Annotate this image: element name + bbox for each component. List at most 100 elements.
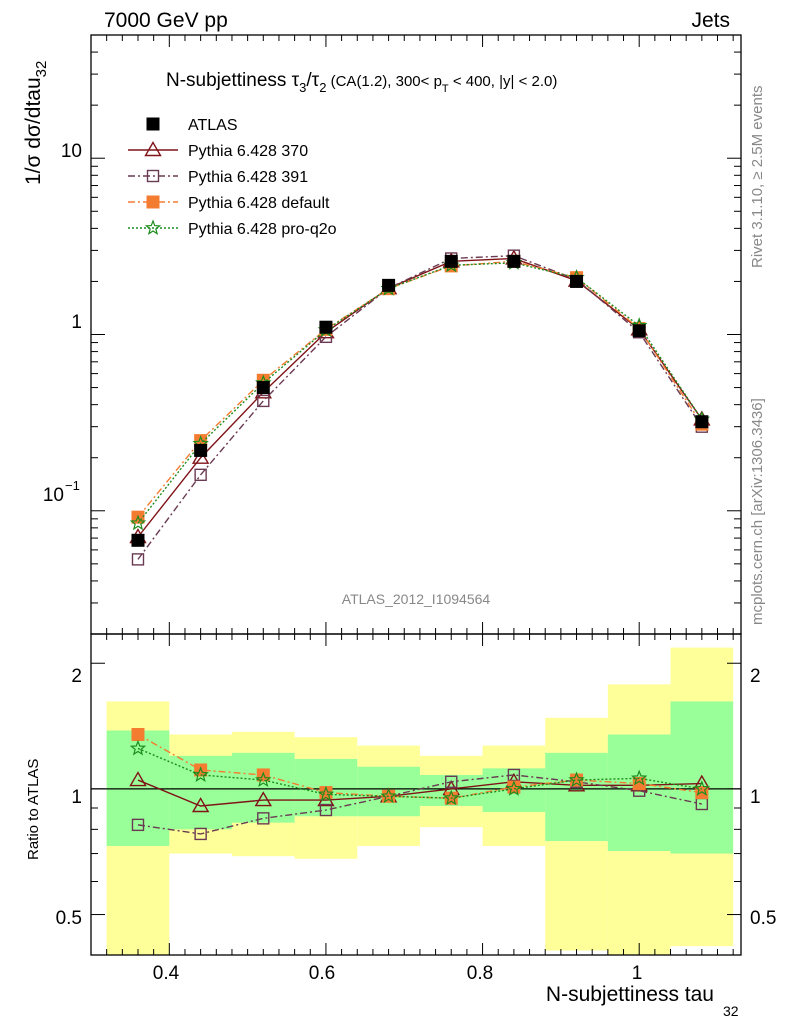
- title-details-b: < 400, |y| < 2.0): [449, 73, 558, 90]
- y-tick-label-ratio-right: 0.5: [750, 908, 776, 929]
- ratio-panel-frame: [90, 633, 742, 956]
- legend-label: Pythia 6.428 default: [188, 195, 330, 212]
- ratio-point: [191, 797, 210, 813]
- data-point: [129, 514, 147, 531]
- analysis-id: ATLAS_2012_I1094564: [342, 591, 491, 607]
- y-axis-label-main-sub: 32: [33, 61, 50, 78]
- data-point: [131, 553, 145, 566]
- plot-title: N-subjettiness τ3/τ2 (CA(1.2), 300< pT <…: [166, 70, 557, 95]
- legend-label: ATLAS: [188, 117, 238, 134]
- ratio-line: [137, 779, 702, 807]
- title-subT: T: [442, 83, 449, 95]
- data-point: [194, 443, 208, 457]
- data-point: [570, 274, 584, 288]
- y-axis-label-ratio: Ratio to ATLAS: [25, 759, 42, 860]
- rivet-label: Rivet 3.1.10, ≥ 2.5M events: [749, 86, 766, 269]
- title-main: N-subjettiness τ: [166, 70, 300, 91]
- ratio-point: [630, 769, 648, 786]
- band-inner-bin: [106, 730, 170, 846]
- legend-marker: [146, 117, 160, 131]
- axis-ticks: [90, 34, 741, 956]
- legend-entry: Pythia 6.428 391: [128, 169, 308, 186]
- legend-entry: Pythia 6.428 370: [128, 141, 308, 160]
- series-atlas: [131, 254, 709, 547]
- ratio-point: [442, 789, 460, 806]
- series-pythia-6-428-default: [131, 254, 709, 524]
- legend-marker: [144, 219, 162, 236]
- ratio-series-pythia-6-428-pro-q2o: [129, 739, 711, 806]
- data-point: [444, 254, 458, 268]
- data-point: [695, 415, 709, 429]
- title-sub2: 2: [319, 80, 326, 95]
- legend-marker: [146, 169, 160, 183]
- ratio-series-layer: [129, 727, 711, 841]
- y-tick-label-main: 10: [61, 141, 82, 162]
- y-axis-label-main: 1/σ dσ/dtau32: [22, 61, 50, 185]
- y-tick-label-main: 1: [71, 312, 82, 333]
- x-axis-label: N-subjettiness tau: [546, 983, 714, 1006]
- energy-label: 7000 GeV pp: [104, 9, 228, 32]
- process-label: Jets: [691, 9, 730, 32]
- y-tick-label-main: 10: [43, 485, 64, 506]
- title-sub3: 3: [299, 80, 306, 95]
- ratio-point: [568, 771, 585, 788]
- ratio-point: [192, 766, 209, 782]
- data-point: [319, 320, 333, 334]
- x-tick-label: 1: [632, 963, 643, 984]
- data-point: [632, 324, 646, 338]
- title-slash: /τ: [306, 70, 319, 91]
- y-tick-label-ratio-right: 2: [750, 666, 761, 687]
- ratio-point: [693, 780, 711, 796]
- y-tick-label-ratio: 2: [71, 666, 82, 687]
- series-line: [137, 262, 703, 524]
- legend: ATLAS Pythia 6.428 370 Pythia 6.428 391 Pyt…: [128, 117, 337, 238]
- legend-entry: Pythia 6.428 pro-q2o: [128, 219, 337, 238]
- legend-marker: [146, 195, 160, 209]
- data-point: [507, 254, 521, 268]
- ratio-point: [319, 803, 333, 817]
- data-point: [194, 468, 207, 482]
- ratio-point: [194, 827, 207, 841]
- source-label: mcplots.cern.ch [arXiv:1306.3436]: [749, 398, 766, 625]
- data-point: [257, 394, 270, 408]
- x-tick-label: 0.8: [467, 963, 493, 984]
- data-point: [256, 381, 270, 395]
- x-tick-label: 0.4: [153, 963, 180, 984]
- x-axis-label-sub: 32: [723, 1003, 739, 1019]
- legend-entry: ATLAS: [146, 117, 238, 134]
- series-pythia-6-428-pro-q2o: [129, 254, 711, 531]
- ratio-line: [137, 747, 702, 799]
- ratio-point: [445, 775, 458, 788]
- y-tick-label-ratio: 1: [71, 787, 82, 808]
- ratio-point: [129, 771, 147, 787]
- data-point: [382, 278, 396, 292]
- band-inner-bin: [670, 701, 734, 854]
- ratio-point: [129, 739, 147, 756]
- y-tick-label-main-sup: −1: [65, 478, 80, 493]
- ratio-line: [137, 733, 702, 799]
- ratio-point: [505, 780, 523, 796]
- series-pythia-6-428-370: [129, 249, 711, 544]
- legend-entry: Pythia 6.428 default: [128, 195, 330, 212]
- data-point: [131, 533, 145, 547]
- ratio-point: [317, 785, 335, 802]
- tick-labels: 0.4 0.6 0.8 1 10 1 10 −1 2 1 0.5 2 1 0.5: [43, 141, 777, 984]
- y-tick-label-ratio: 0.5: [56, 908, 82, 929]
- ratio-point: [380, 787, 397, 804]
- y-tick-label-ratio-right: 1: [750, 787, 761, 808]
- series-line: [137, 254, 703, 560]
- ratio-point: [131, 727, 145, 741]
- band-inner-bin: [231, 752, 295, 823]
- ratio-line: [137, 774, 702, 835]
- ratio-point: [255, 771, 272, 788]
- band-inner-bin: [545, 752, 608, 842]
- ratio-point: [257, 812, 270, 825]
- y-axis-label-main-text: 1/σ dσ/dtau: [22, 77, 45, 185]
- legend-label: Pythia 6.428 pro-q2o: [188, 221, 337, 238]
- legend-label: Pythia 6.428 391: [188, 169, 308, 186]
- main-series-layer: [129, 249, 711, 566]
- series-pythia-6-428-391: [131, 249, 709, 566]
- x-tick-label: 0.6: [309, 963, 335, 984]
- title-details-a: (CA(1.2), 300< p: [326, 73, 441, 90]
